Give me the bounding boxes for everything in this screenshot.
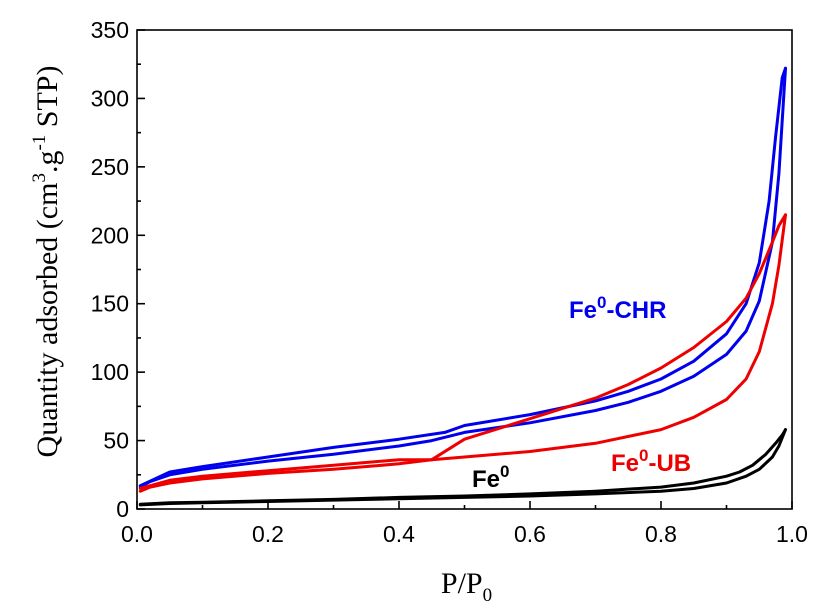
plot-frame: [136, 29, 793, 510]
series-label-fe0: Fe0: [472, 462, 509, 493]
y-tick-label: 150: [91, 291, 129, 317]
y-axis-title-main: Quantity adsorbed (cm: [31, 183, 64, 458]
y-axis-title-unit: .g: [31, 151, 64, 174]
series-fe0-ub-desorption: [138, 213, 787, 490]
y-tick-label: 300: [91, 85, 129, 111]
x-tick-label: 0.2: [252, 521, 284, 547]
y-axis-title-end: STP): [31, 66, 64, 135]
plot-axes: 0.0 0.2 0.4 0.6 0.8 1.0050100150200250300350P…: [29, 17, 808, 606]
series-fe0-chr-desorption: [138, 66, 787, 488]
y-tick-label: 350: [91, 17, 129, 43]
x-tick-label: 0.0: [121, 521, 153, 547]
x-tick-label: 1.0: [776, 521, 808, 547]
series-fe0-ub-adsorption: [138, 213, 787, 493]
plot-curves: [138, 66, 787, 507]
y-tick-label: 250: [91, 154, 129, 180]
series-label-superscript: 0: [500, 462, 509, 481]
y-axis-title: Quantity adsorbed (cm3.g-1 STP): [29, 66, 64, 458]
x-tick-label: 0.6: [514, 521, 546, 547]
series-label-suffix: -UB: [648, 450, 691, 477]
x-axis-title-subscript: 0: [483, 585, 493, 606]
x-axis-title-main: P/P: [441, 567, 483, 600]
series-fe0-chr-adsorption: [138, 66, 787, 489]
series-fe0-desorption: [138, 428, 787, 506]
series-label-suffix: -CHR: [606, 297, 666, 324]
x-tick-label: 0.4: [383, 521, 415, 547]
x-axis-title: P/P0: [441, 567, 492, 606]
y-tick-label: 0: [116, 496, 129, 522]
y-tick-label: 200: [91, 222, 129, 248]
series-label-fe0-chr: Fe0-CHR: [569, 293, 666, 324]
series-label-main: Fe: [569, 297, 597, 324]
y-tick-label: 100: [91, 359, 129, 385]
series-label-superscript: 0: [597, 293, 606, 312]
series-label-superscript: 0: [639, 446, 648, 465]
y-axis-title-superscript: -1: [29, 135, 50, 151]
series-label-main: Fe: [472, 466, 500, 493]
series-label-main: Fe: [611, 450, 639, 477]
y-axis-title-superscript: 3: [29, 173, 50, 183]
series-label-fe0-ub: Fe0-UB: [611, 446, 691, 477]
x-tick-label: 0.8: [645, 521, 677, 547]
y-tick-label: 50: [103, 428, 129, 454]
